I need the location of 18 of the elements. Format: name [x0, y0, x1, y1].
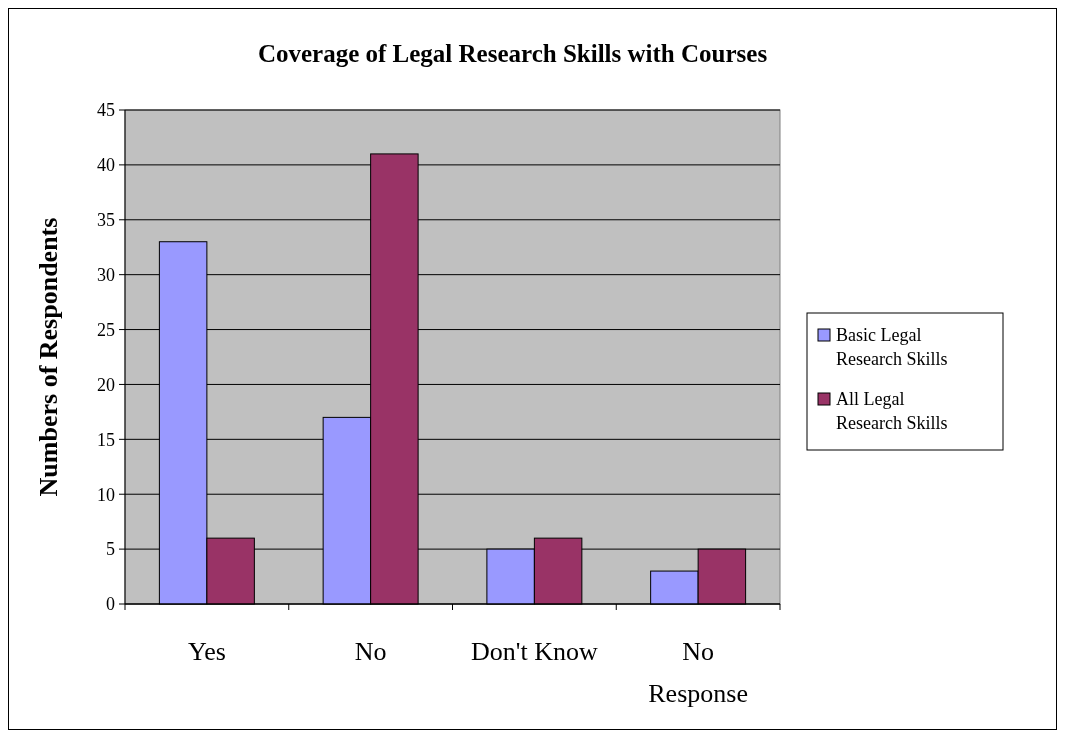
y-tick-label: 20 — [97, 374, 115, 395]
y-tick-label: 10 — [97, 484, 115, 505]
legend-label: All Legal Research Skills — [836, 389, 948, 433]
y-tick-label: 5 — [106, 539, 115, 560]
y-tick-label: 45 — [97, 100, 115, 121]
y-tick-label: 35 — [97, 210, 115, 231]
chart-title: Coverage of Legal Research Skills with Courses — [257, 40, 768, 67]
y-axis-title: Numbers of Respondents — [34, 217, 63, 497]
y-tick-label: 30 — [97, 264, 115, 285]
x-tick-label: No Response — [648, 637, 748, 708]
y-tick-label: 15 — [97, 429, 115, 450]
y-tick-label: 25 — [97, 319, 115, 340]
legend-label: Basic Legal Research Skills — [836, 325, 948, 369]
y-tick-label: 40 — [97, 155, 115, 176]
x-tick-label: Don't Know — [471, 637, 598, 666]
x-tick-label: No — [354, 637, 387, 666]
x-tick-label: Yes — [187, 637, 226, 666]
y-tick-label: 0 — [106, 594, 115, 615]
